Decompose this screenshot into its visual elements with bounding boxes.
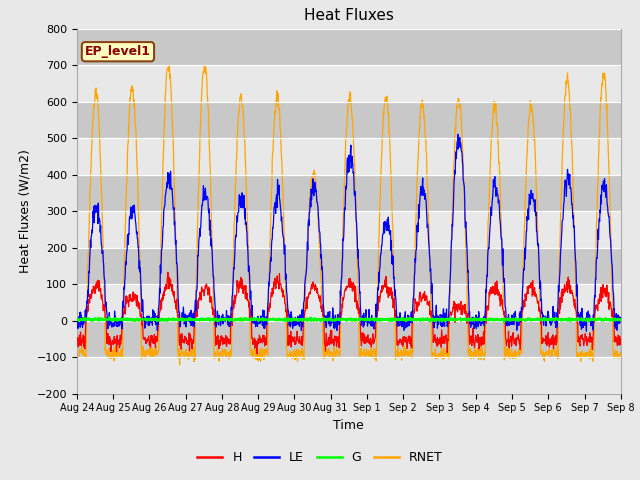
Text: EP_level1: EP_level1 [85,45,151,58]
Bar [77,357,621,394]
Bar [77,138,621,175]
Legend: H, LE, G, RNET: H, LE, G, RNET [193,446,447,469]
Bar [77,175,621,211]
Title: Heat Fluxes: Heat Fluxes [304,9,394,24]
Bar [77,211,621,248]
Bar [77,102,621,138]
Bar [77,321,621,357]
Bar [77,29,621,65]
Bar [77,284,621,321]
Bar [77,65,621,102]
Y-axis label: Heat Fluxes (W/m2): Heat Fluxes (W/m2) [18,149,31,273]
X-axis label: Time: Time [333,419,364,432]
Bar [77,248,621,284]
